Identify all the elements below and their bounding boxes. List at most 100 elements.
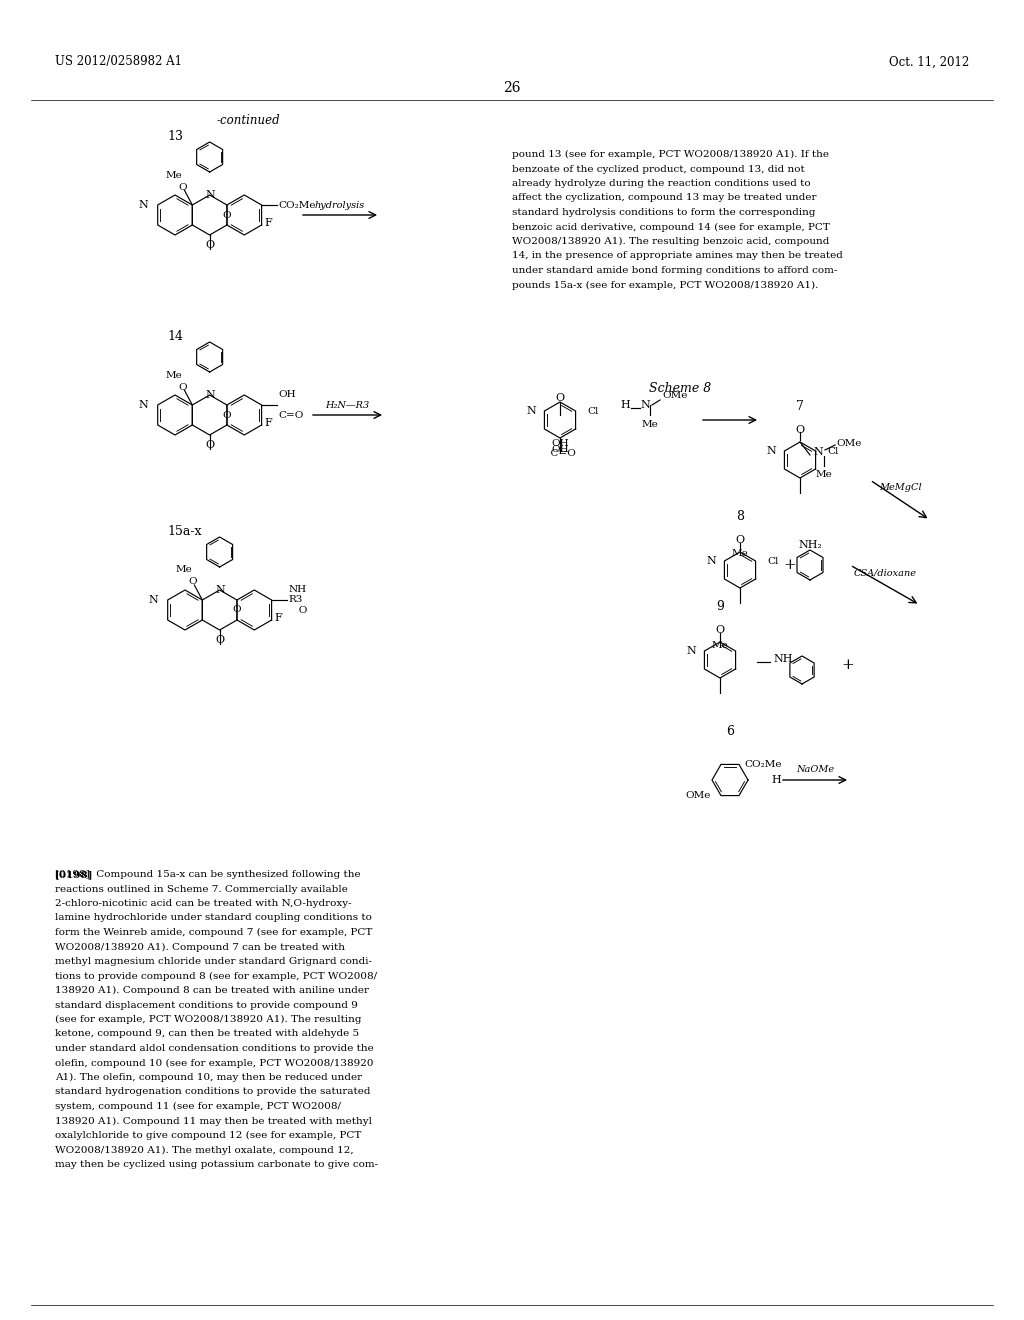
Text: F: F bbox=[264, 218, 272, 228]
Text: 14, in the presence of appropriate amines may then be treated: 14, in the presence of appropriate amine… bbox=[512, 252, 843, 260]
Text: Cl: Cl bbox=[588, 407, 599, 416]
Text: hydrolysis: hydrolysis bbox=[314, 201, 366, 210]
Text: 26: 26 bbox=[503, 81, 521, 95]
Text: N: N bbox=[526, 407, 537, 416]
Text: N: N bbox=[206, 389, 215, 400]
Text: O: O bbox=[796, 425, 805, 436]
Text: 2-chloro-nicotinic acid can be treated with N,O-hydroxy-: 2-chloro-nicotinic acid can be treated w… bbox=[55, 899, 351, 908]
Text: O: O bbox=[178, 182, 186, 191]
Text: O: O bbox=[222, 210, 231, 219]
Text: F: F bbox=[264, 418, 272, 428]
Text: NH: NH bbox=[773, 653, 793, 664]
Text: NH
R3
   O: NH R3 O bbox=[289, 585, 307, 615]
Text: reactions outlined in Scheme 7. Commercially available: reactions outlined in Scheme 7. Commerci… bbox=[55, 884, 348, 894]
Text: CO₂Me: CO₂Me bbox=[744, 760, 781, 770]
Text: WO2008/138920 A1). Compound 7 can be treated with: WO2008/138920 A1). Compound 7 can be tre… bbox=[55, 942, 345, 952]
Text: NaOMe: NaOMe bbox=[796, 766, 835, 775]
Text: [0198]  Compound 15a-x can be synthesized following the: [0198] Compound 15a-x can be synthesized… bbox=[55, 870, 360, 879]
Text: H: H bbox=[771, 775, 780, 785]
Text: H: H bbox=[621, 400, 630, 411]
Text: 7: 7 bbox=[796, 400, 804, 413]
Text: form the Weinreb amide, compound 7 (see for example, PCT: form the Weinreb amide, compound 7 (see … bbox=[55, 928, 373, 937]
Text: Cl: Cl bbox=[768, 557, 779, 565]
Text: Me: Me bbox=[712, 642, 728, 649]
Text: O: O bbox=[735, 535, 744, 545]
Text: 6: 6 bbox=[726, 725, 734, 738]
Text: (see for example, PCT WO2008/138920 A1). The resulting: (see for example, PCT WO2008/138920 A1).… bbox=[55, 1015, 361, 1024]
Text: CO₂Me: CO₂Me bbox=[279, 201, 316, 210]
Text: OH: OH bbox=[551, 445, 568, 454]
Text: Me: Me bbox=[731, 549, 749, 558]
Text: lamine hydrochloride under standard coupling conditions to: lamine hydrochloride under standard coup… bbox=[55, 913, 372, 923]
Text: O: O bbox=[205, 440, 214, 450]
Text: pound 13 (see for example, PCT WO2008/138920 A1). If the: pound 13 (see for example, PCT WO2008/13… bbox=[512, 150, 829, 160]
Text: standard hydrolysis conditions to form the corresponding: standard hydrolysis conditions to form t… bbox=[512, 209, 815, 216]
Text: CSA/dioxane: CSA/dioxane bbox=[853, 569, 916, 578]
Text: N: N bbox=[139, 201, 148, 210]
Text: OMe: OMe bbox=[662, 392, 687, 400]
Text: WO2008/138920 A1). The resulting benzoic acid, compound: WO2008/138920 A1). The resulting benzoic… bbox=[512, 238, 829, 246]
Text: oxalylchloride to give compound 12 (see for example, PCT: oxalylchloride to give compound 12 (see … bbox=[55, 1131, 361, 1140]
Text: Me: Me bbox=[642, 420, 658, 429]
Text: +: + bbox=[783, 558, 797, 572]
Text: benzoate of the cyclized product, compound 13, did not: benzoate of the cyclized product, compou… bbox=[512, 165, 805, 173]
Text: under standard amide bond forming conditions to afford com-: under standard amide bond forming condit… bbox=[512, 267, 838, 275]
Text: ketone, compound 9, can then be treated with aldehyde 5: ketone, compound 9, can then be treated … bbox=[55, 1030, 359, 1039]
Text: WO2008/138920 A1). The methyl oxalate, compound 12,: WO2008/138920 A1). The methyl oxalate, c… bbox=[55, 1146, 353, 1155]
Text: O: O bbox=[178, 383, 186, 392]
Text: Oct. 11, 2012: Oct. 11, 2012 bbox=[889, 55, 969, 69]
Text: Me: Me bbox=[166, 170, 182, 180]
Text: O: O bbox=[188, 578, 197, 586]
Text: OMe: OMe bbox=[836, 438, 861, 447]
Text: 9: 9 bbox=[716, 601, 724, 612]
Text: N: N bbox=[216, 585, 225, 595]
Text: 8: 8 bbox=[736, 510, 744, 523]
Text: may then be cyclized using potassium carbonate to give com-: may then be cyclized using potassium car… bbox=[55, 1160, 378, 1170]
Text: Scheme 8: Scheme 8 bbox=[649, 381, 711, 395]
Text: Me: Me bbox=[816, 470, 833, 479]
Text: N: N bbox=[767, 446, 776, 455]
Text: US 2012/0258982 A1: US 2012/0258982 A1 bbox=[55, 55, 182, 69]
Text: 15a-x: 15a-x bbox=[168, 525, 203, 539]
Text: affect the cyclization, compound 13 may be treated under: affect the cyclization, compound 13 may … bbox=[512, 194, 816, 202]
Text: benzoic acid derivative, compound 14 (see for example, PCT: benzoic acid derivative, compound 14 (se… bbox=[512, 223, 829, 231]
Text: N: N bbox=[139, 400, 148, 411]
Text: Cl: Cl bbox=[827, 446, 839, 455]
Text: F: F bbox=[274, 612, 283, 623]
Text: 13: 13 bbox=[167, 129, 183, 143]
Text: system, compound 11 (see for example, PCT WO2008/: system, compound 11 (see for example, PC… bbox=[55, 1102, 341, 1111]
Text: pounds 15a-x (see for example, PCT WO2008/138920 A1).: pounds 15a-x (see for example, PCT WO200… bbox=[512, 281, 818, 289]
Text: OMe: OMe bbox=[686, 791, 711, 800]
Text: O: O bbox=[222, 411, 231, 420]
Text: A1). The olefin, compound 10, may then be reduced under: A1). The olefin, compound 10, may then b… bbox=[55, 1073, 362, 1082]
Text: olefin, compound 10 (see for example, PCT WO2008/138920: olefin, compound 10 (see for example, PC… bbox=[55, 1059, 374, 1068]
Text: O: O bbox=[716, 624, 725, 635]
Text: +: + bbox=[842, 657, 854, 672]
Text: NH₂: NH₂ bbox=[798, 540, 822, 550]
Text: 14: 14 bbox=[167, 330, 183, 343]
Text: Me: Me bbox=[166, 371, 182, 380]
Text: under standard aldol condensation conditions to provide the: under standard aldol condensation condit… bbox=[55, 1044, 374, 1053]
Text: standard displacement conditions to provide compound 9: standard displacement conditions to prov… bbox=[55, 1001, 357, 1010]
Text: O: O bbox=[232, 606, 242, 615]
Text: already hydrolyze during the reaction conditions used to: already hydrolyze during the reaction co… bbox=[512, 180, 811, 187]
Text: standard hydrogenation conditions to provide the saturated: standard hydrogenation conditions to pro… bbox=[55, 1088, 371, 1097]
Text: tions to provide compound 8 (see for example, PCT WO2008/: tions to provide compound 8 (see for exa… bbox=[55, 972, 377, 981]
Text: MeMgCl: MeMgCl bbox=[879, 483, 922, 492]
Text: O: O bbox=[205, 240, 214, 249]
Text: OH
  C=O: OH C=O bbox=[544, 438, 575, 458]
Text: O: O bbox=[215, 635, 224, 645]
Text: [0198]: [0198] bbox=[55, 870, 93, 879]
Text: N: N bbox=[148, 595, 159, 605]
Text: O: O bbox=[555, 393, 564, 403]
Text: N: N bbox=[687, 645, 696, 656]
Text: N: N bbox=[813, 447, 823, 457]
Text: OH
       
C=O: OH C=O bbox=[279, 391, 304, 420]
Text: Me: Me bbox=[176, 565, 193, 574]
Text: 138920 A1). Compound 8 can be treated with aniline under: 138920 A1). Compound 8 can be treated wi… bbox=[55, 986, 369, 995]
Text: -continued: -continued bbox=[216, 114, 280, 127]
Text: N: N bbox=[206, 190, 215, 201]
Text: methyl magnesium chloride under standard Grignard condi-: methyl magnesium chloride under standard… bbox=[55, 957, 372, 966]
Text: 138920 A1). Compound 11 may then be treated with methyl: 138920 A1). Compound 11 may then be trea… bbox=[55, 1117, 372, 1126]
Text: N: N bbox=[707, 556, 717, 566]
